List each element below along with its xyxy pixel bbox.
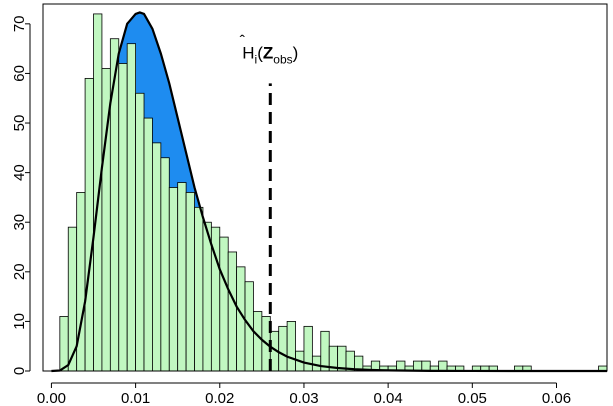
histogram-bar xyxy=(320,330,330,372)
y-tick-label: 40 xyxy=(11,164,28,181)
density-curve-layer xyxy=(51,11,607,373)
histogram-bar xyxy=(194,206,204,372)
annotation-layer: Hi(Zobs) ˆ xyxy=(240,34,299,67)
y-tick-label: 70 xyxy=(11,15,28,32)
annotation-hat: ˆ xyxy=(240,34,246,51)
histogram-bar xyxy=(253,311,263,372)
x-tick-label: 0.05 xyxy=(458,390,487,406)
histogram-bar xyxy=(278,325,288,372)
x-tick-label: 0.04 xyxy=(374,390,403,406)
density-curve xyxy=(51,11,607,373)
x-tick-label: 0.03 xyxy=(289,390,318,406)
histogram-bar xyxy=(160,157,170,372)
y-tick-label: 10 xyxy=(11,313,28,330)
annotation-open-paren: ( xyxy=(257,44,263,63)
y-tick-label: 20 xyxy=(11,263,28,280)
histogram-bar xyxy=(185,192,195,372)
histogram-bar xyxy=(286,321,296,372)
annotation-z: Z xyxy=(263,44,273,63)
plot-frame xyxy=(42,3,608,372)
histogram-bar xyxy=(202,221,212,372)
histogram-bar xyxy=(227,251,238,372)
y-tick-label: 30 xyxy=(11,214,28,231)
histogram-bar xyxy=(438,360,448,372)
histogram-bar xyxy=(152,142,162,372)
histogram-bar xyxy=(135,92,145,372)
annotation-close-paren: ) xyxy=(293,44,299,63)
histogram-bar xyxy=(59,316,69,372)
x-tick-label: 0.01 xyxy=(121,390,150,406)
annotation-h: H xyxy=(242,44,254,63)
y-tick-label: 50 xyxy=(11,115,28,132)
observed-statistic-label: Hi(Zobs) xyxy=(242,44,298,67)
x-tick-label: 0.00 xyxy=(37,390,66,406)
annotation-sub-obs: obs xyxy=(273,53,292,67)
histogram-bar xyxy=(143,117,153,372)
histogram-bar xyxy=(93,13,103,372)
x-tick-label: 0.06 xyxy=(542,390,571,406)
y-tick-label: 0 xyxy=(11,367,28,375)
histogram-bar xyxy=(219,236,229,372)
histogram-bar xyxy=(412,360,423,372)
histogram-bar xyxy=(109,38,120,372)
x-tick-label: 0.02 xyxy=(205,390,234,406)
histogram-bar xyxy=(421,360,431,372)
histogram-bar xyxy=(126,43,137,372)
histogram-bar xyxy=(84,77,94,372)
y-tick-label: 60 xyxy=(11,65,28,82)
axes-layer: 0.00 0.01 0.02 0.03 0.04 0.05 0.06 0 10 20 30 40 50 6… xyxy=(11,3,608,406)
histogram-bar xyxy=(168,187,179,372)
histogram-bar xyxy=(177,182,187,372)
histogram-bar xyxy=(118,63,128,372)
annotation-sub-i: i xyxy=(255,53,258,67)
